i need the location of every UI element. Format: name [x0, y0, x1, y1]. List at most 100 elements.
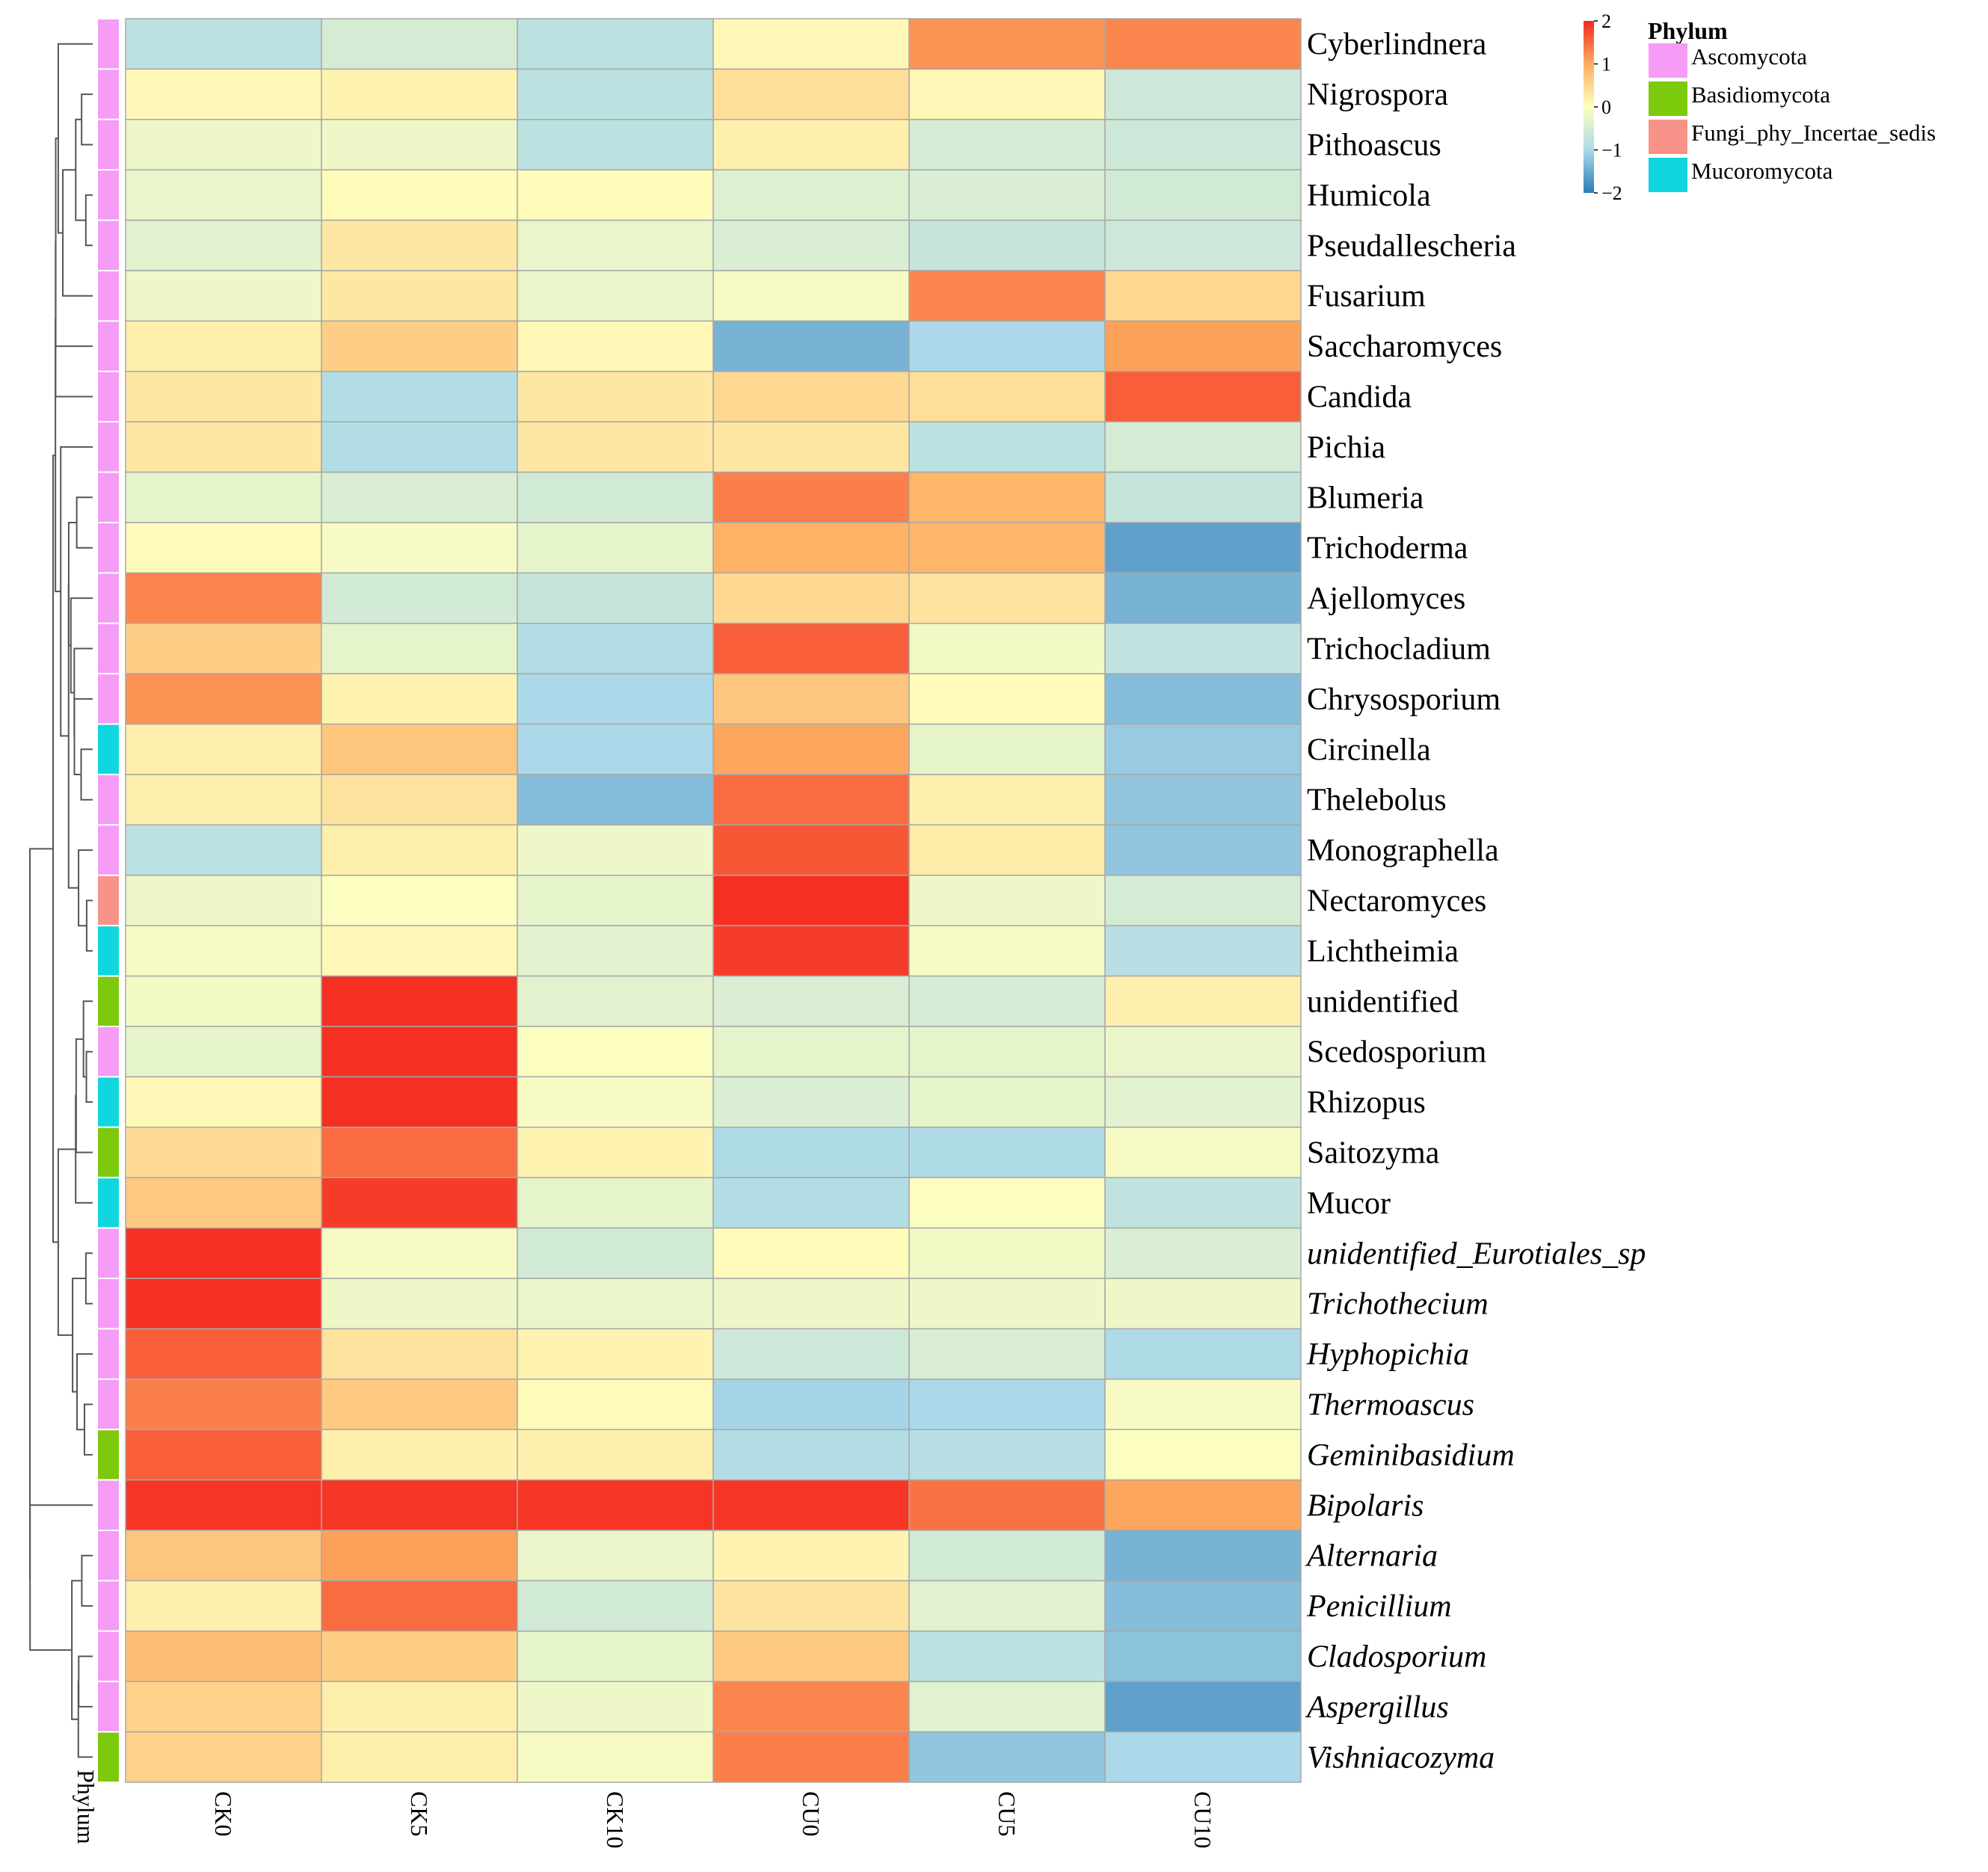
cell-cladosporium-ck0	[125, 1631, 322, 1682]
cell-circinella-cu0	[713, 723, 910, 775]
dendrogram-branch	[85, 899, 93, 952]
cell-rhizopus-cu10	[1104, 1076, 1302, 1128]
cell-lichtheimia-cu10	[1104, 925, 1302, 977]
cell-alternaria-ck5	[321, 1530, 518, 1582]
phylum-cell-aspergillus	[96, 1681, 120, 1733]
cell-saccharomyces-ck0	[125, 320, 322, 372]
row-label-cladosporium: Cladosporium	[1307, 1640, 1486, 1675]
dendrogram-branch	[84, 1252, 93, 1305]
cell-cyberlindnera-ck5	[321, 18, 518, 70]
cell-scedosporium-ck0	[125, 1026, 322, 1078]
cell-aspergillus-cu0	[713, 1681, 910, 1733]
cell-vishniacozyma-cu0	[713, 1731, 910, 1783]
cell-mucor-cu0	[713, 1177, 910, 1229]
cell-aspergillus-cu5	[908, 1681, 1106, 1733]
cell-scedosporium-ck5	[321, 1026, 518, 1078]
phylum-cell-humicola	[96, 169, 120, 221]
cell-vishniacozyma-ck10	[517, 1731, 714, 1783]
cell-saccharomyces-cu0	[713, 320, 910, 372]
cell-mucor-cu5	[908, 1177, 1106, 1229]
phylum-cell-chrysosporium	[96, 673, 120, 725]
cell-trichoderma-cu5	[908, 522, 1106, 574]
cell-unidentified-cu0	[713, 975, 910, 1027]
cell-blumeria-cu0	[713, 471, 910, 523]
cell-lichtheimia-cu0	[713, 925, 910, 977]
cell-trichoderma-ck5	[321, 522, 518, 574]
cell-mucor-ck0	[125, 1177, 322, 1229]
cell-nectaromyces-cu10	[1104, 875, 1302, 926]
cell-cyberlindnera-cu0	[713, 18, 910, 70]
row-label-pithoascus: Pithoascus	[1307, 129, 1441, 163]
row-label-saccharomyces: Saccharomyces	[1307, 330, 1502, 364]
cell-thermoascus-cu10	[1104, 1379, 1302, 1430]
cell-candida-ck5	[321, 371, 518, 422]
cell-bipolaris-cu0	[713, 1479, 910, 1531]
phylum-cell-circinella	[96, 723, 120, 775]
phylum-cell-nigrospora	[96, 68, 120, 120]
dendrogram-branch	[71, 1580, 82, 1720]
cell-blumeria-cu5	[908, 471, 1106, 523]
cell-cladosporium-ck5	[321, 1631, 518, 1682]
cell-trichocladium-cu5	[908, 623, 1106, 674]
cell-candida-cu5	[908, 371, 1106, 422]
dendrogram-branch	[57, 43, 93, 234]
cell-ajellomyces-cu0	[713, 572, 910, 624]
cell-scedosporium-cu10	[1104, 1026, 1302, 1078]
cell-trichocladium-ck10	[517, 623, 714, 674]
cell-geminibasidium-cu0	[713, 1429, 910, 1481]
cell-nigrospora-cu10	[1104, 68, 1302, 120]
phylum-cell-geminibasidium	[96, 1429, 120, 1481]
cell-fusarium-ck5	[321, 270, 518, 322]
cell-penicillium-cu0	[713, 1580, 910, 1632]
cell-pichia-cu5	[908, 421, 1106, 473]
legend-title: Phylum	[1648, 17, 1728, 44]
col-label-cu5: CU5	[994, 1791, 1021, 1836]
cell-cladosporium-cu5	[908, 1631, 1106, 1682]
col-label-ck10: CK10	[602, 1791, 629, 1848]
cell-aspergillus-cu10	[1104, 1681, 1302, 1733]
row-labels: Cyberlindnera Nigrospora Pithoascus Humicol…	[1305, 28, 1646, 1776]
cell-cyberlindnera-cu5	[908, 18, 1106, 70]
cell-pithoascus-ck5	[321, 119, 518, 170]
cell-pithoascus-cu5	[908, 119, 1106, 170]
cell-ajellomyces-ck0	[125, 572, 322, 624]
row-label-humicola: Humicola	[1307, 179, 1431, 213]
cell-alternaria-ck10	[517, 1530, 714, 1582]
cell-saitozyma-ck0	[125, 1127, 322, 1178]
phylum-cell-ajellomyces	[96, 572, 120, 624]
dendrogram-branch	[85, 1050, 93, 1103]
phylum-cell-trichocladium	[96, 622, 120, 675]
cell-mucor-ck10	[517, 1177, 714, 1229]
cell-saitozyma-cu0	[713, 1127, 910, 1178]
cell-circinella-cu5	[908, 723, 1106, 775]
cell-nectaromyces-ck0	[125, 875, 322, 926]
cell-lichtheimia-ck0	[125, 925, 322, 977]
row-label-unidentified: unidentified	[1307, 985, 1459, 1019]
cell-pseudallescheria-ck0	[125, 219, 322, 271]
cell-saitozyma-ck10	[517, 1127, 714, 1178]
row-label-aspergillus: Aspergillus	[1305, 1690, 1449, 1725]
col-label-ck0: CK0	[210, 1791, 237, 1836]
cell-penicillium-ck0	[125, 1580, 322, 1632]
color-scale-bar: 2 1 0 −1 −2	[1584, 10, 1622, 204]
cell-trichothecium-ck10	[517, 1278, 714, 1330]
legend-swatch-ascomycota	[1649, 43, 1687, 78]
cell-blumeria-ck0	[125, 471, 322, 523]
cell-bipolaris-ck0	[125, 1479, 322, 1531]
cell-aspergillus-ck5	[321, 1681, 518, 1733]
cell-nectaromyces-cu0	[713, 875, 910, 926]
dendrogram-branch	[57, 1148, 76, 1336]
cell-pseudallescheria-cu5	[908, 219, 1106, 271]
phylum-annotation-strip	[96, 18, 120, 1784]
cell-monographella-cu10	[1104, 824, 1302, 876]
phylum-cell-rhizopus	[96, 1076, 120, 1128]
cell-penicillium-cu5	[908, 1580, 1106, 1632]
dendrogram-branch	[67, 522, 77, 647]
cell-nectaromyces-ck5	[321, 875, 518, 926]
phylum-cell-pseudallescheria	[96, 219, 120, 272]
legend-label-ascomycota: Ascomycota	[1691, 43, 1807, 70]
cell-saccharomyces-ck10	[517, 320, 714, 372]
row-label-fusarium: Fusarium	[1307, 280, 1426, 314]
cell-chrysosporium-ck0	[125, 673, 322, 725]
cell-rhizopus-cu0	[713, 1076, 910, 1128]
